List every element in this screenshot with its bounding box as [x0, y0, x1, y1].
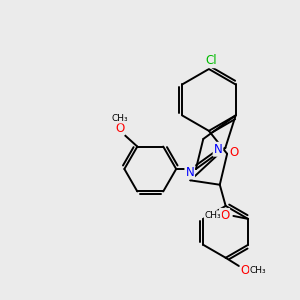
Text: CH₃: CH₃	[205, 211, 221, 220]
Text: O: O	[241, 264, 250, 277]
Text: O: O	[229, 146, 238, 159]
Text: O: O	[115, 122, 124, 134]
Text: CH₃: CH₃	[250, 266, 266, 275]
Text: Cl: Cl	[205, 54, 217, 67]
Text: N: N	[185, 166, 194, 178]
Text: CH₃: CH₃	[111, 114, 128, 123]
Text: N: N	[214, 143, 222, 156]
Text: O: O	[220, 209, 229, 222]
